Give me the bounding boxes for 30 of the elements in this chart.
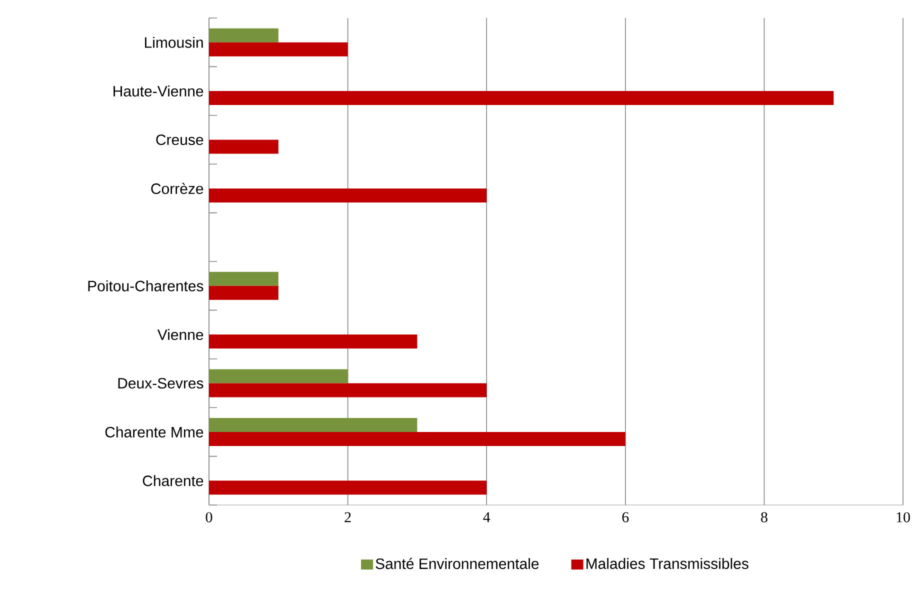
bar [209, 42, 348, 56]
bar [209, 91, 834, 106]
bar [209, 480, 487, 495]
bar [209, 140, 278, 154]
y-tick-label: Poitou-Charentes [88, 280, 204, 292]
legend-label: Santé Environnementale [376, 558, 539, 570]
y-tick-label: Deux-Sevres [118, 378, 204, 389]
y-tick-label: Charente Mme [105, 426, 204, 438]
bar [209, 369, 348, 384]
x-tick-label: 8 [761, 512, 768, 522]
bar [209, 286, 278, 300]
bar [209, 272, 278, 286]
x-tick-label: 2 [344, 512, 351, 522]
x-tick-label: 10 [896, 512, 910, 522]
x-tick-label: 0 [206, 512, 212, 522]
bar [209, 334, 418, 349]
y-tick-label: Limousin [145, 36, 203, 48]
x-tick-label: 4 [483, 512, 490, 522]
y-tick-label: Corrèze [151, 182, 204, 194]
y-tick-label: Haute-Vienne [114, 86, 204, 97]
bar [209, 418, 418, 432]
bar [209, 28, 278, 42]
y-tick-label: Charente [142, 475, 204, 486]
bar [209, 432, 626, 446]
x-tick-label: 6 [622, 512, 629, 522]
legend-label: Maladies Transmissibles [586, 558, 748, 569]
bar [209, 383, 487, 398]
bar [209, 188, 487, 202]
y-tick-label: Vienne [157, 329, 204, 340]
y-tick-label: Creuse [156, 134, 204, 146]
